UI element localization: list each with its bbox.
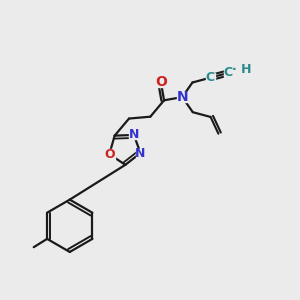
Bar bbox=[156, 77, 166, 87]
Text: N: N bbox=[129, 128, 139, 142]
Text: C: C bbox=[224, 67, 232, 80]
Text: C: C bbox=[206, 71, 215, 84]
Bar bbox=[104, 149, 115, 159]
Text: O: O bbox=[104, 148, 115, 160]
Bar bbox=[129, 130, 138, 140]
Bar bbox=[136, 148, 145, 158]
Text: N: N bbox=[135, 146, 146, 160]
Text: · H: · H bbox=[232, 63, 252, 76]
Text: N: N bbox=[176, 90, 188, 104]
Text: O: O bbox=[155, 75, 167, 89]
Bar bbox=[206, 73, 215, 82]
Bar bbox=[224, 68, 232, 77]
Bar bbox=[178, 92, 187, 102]
